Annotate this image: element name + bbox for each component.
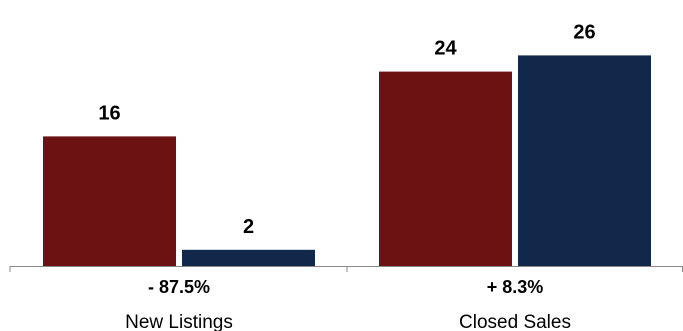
change-label-closed-sales: + 8.3% bbox=[487, 277, 544, 297]
bars-layer bbox=[43, 55, 651, 267]
data-label-closed-sales-2: 26 bbox=[573, 21, 595, 43]
category-label-new-listings: New Listings bbox=[125, 312, 233, 331]
change-label-new-listings: - 87.5% bbox=[148, 277, 210, 297]
data-label-closed-sales-1: 24 bbox=[434, 38, 457, 60]
bar-closed-sales-1 bbox=[379, 71, 512, 266]
category-labels-layer: - 87.5% New Listings + 8.3% Closed Sales bbox=[125, 277, 571, 331]
data-label-new-listings-1: 16 bbox=[98, 102, 120, 124]
x-axis bbox=[9, 266, 683, 272]
bar-new-listings-2 bbox=[182, 249, 315, 266]
bar-new-listings-1 bbox=[43, 136, 176, 266]
category-label-closed-sales: Closed Sales bbox=[459, 312, 571, 331]
bar-closed-sales-2 bbox=[518, 55, 651, 267]
value-labels-layer: 16 2 24 26 bbox=[98, 21, 595, 237]
data-label-new-listings-2: 2 bbox=[243, 216, 254, 238]
